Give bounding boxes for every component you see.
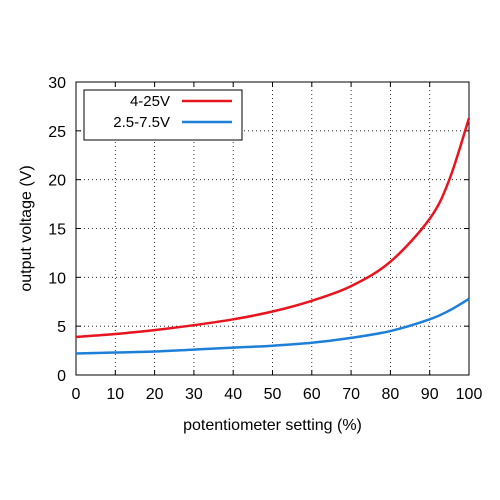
x-tick-label: 20 xyxy=(146,386,164,403)
y-tick-label: 20 xyxy=(48,173,66,190)
y-tick-label: 0 xyxy=(57,368,66,385)
y-tick-label: 30 xyxy=(48,75,66,92)
x-tick-label: 80 xyxy=(382,386,400,403)
x-tick-label: 0 xyxy=(72,386,81,403)
y-tick-label: 25 xyxy=(48,124,66,141)
x-tick-label: 40 xyxy=(224,386,242,403)
y-axis-label: output voltage (V) xyxy=(18,165,35,291)
x-tick-label: 30 xyxy=(185,386,203,403)
x-tick-label: 100 xyxy=(456,386,483,403)
series-line-1 xyxy=(75,117,471,339)
x-tick-label: 90 xyxy=(421,386,439,403)
legend: 4-25V 2.5-7.5V xyxy=(83,89,243,141)
legend-label: 4-25V xyxy=(130,93,170,110)
x-tick-label: 50 xyxy=(264,386,282,403)
x-tick-label: 70 xyxy=(342,386,360,403)
series-layer xyxy=(75,117,471,355)
x-tick-label: 10 xyxy=(106,386,124,403)
x-tick-label: 60 xyxy=(303,386,321,403)
series-line-2 xyxy=(75,297,470,355)
y-tick-label: 5 xyxy=(57,319,66,336)
x-axis-label: potentiometer setting (%) xyxy=(183,417,362,434)
y-tick-label: 15 xyxy=(48,222,66,239)
axis-ticks: 0 10 20 30 40 50 60 70 80 90 100 0 5 10 15 20 25 30 xyxy=(48,75,482,403)
y-tick-label: 10 xyxy=(48,270,66,287)
legend-box xyxy=(83,89,243,141)
legend-label: 2.5-7.5V xyxy=(113,114,170,131)
